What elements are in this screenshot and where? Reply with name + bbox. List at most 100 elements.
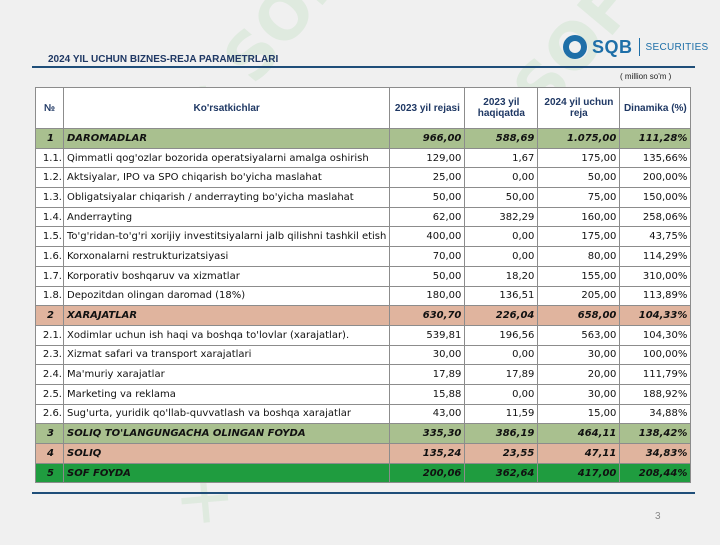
row-fact-2023: 226,04 — [464, 305, 539, 326]
row-plan-2024: 50,00 — [537, 167, 621, 189]
row-plan-2024: 15,00 — [537, 403, 621, 425]
row-number: 1.8. — [35, 285, 64, 307]
table-row: 2.5. Marketing va reklama 15,88 0,00 30,00 18… — [35, 383, 692, 405]
table-row: 1.6. Korxonalarni restrukturizatsiyasi 70,… — [35, 246, 692, 267]
table-row: 1 DAROMADLAR 966,00 588,69 1.075,00 111,28% — [35, 128, 692, 149]
row-fact-2023: 0,00 — [464, 383, 539, 405]
row-plan-2024: 30,00 — [537, 383, 621, 405]
row-indicator: Anderrayting — [62, 206, 391, 228]
row-plan-2024: 417,00 — [537, 462, 621, 484]
row-fact-2023: 382,29 — [464, 206, 539, 228]
table-row: 1.8. Depozitdan olingan daromad (18%) 180,… — [35, 285, 692, 307]
col-header-plan-2023: 2023 yil rejasi — [389, 87, 466, 129]
title-divider — [32, 66, 695, 68]
row-fact-2023: 18,20 — [464, 265, 539, 287]
row-plan-2024: 205,00 — [537, 285, 621, 307]
row-fact-2023: 588,69 — [464, 128, 539, 149]
row-indicator: Aktsiyalar, IPO va SPO chiqarish bo'yich… — [62, 167, 391, 189]
row-dynamics: 135,66% — [619, 147, 692, 169]
row-plan-2023: 17,89 — [389, 364, 466, 385]
row-dynamics: 310,00% — [619, 265, 692, 287]
row-indicator: XARAJATLAR — [62, 305, 391, 326]
row-plan-2023: 400,00 — [389, 226, 466, 248]
row-plan-2023: 70,00 — [389, 246, 466, 267]
unit-label: ( million so'm ) — [620, 72, 672, 81]
row-number: 1.5. — [35, 226, 64, 248]
row-dynamics: 208,44% — [619, 462, 692, 484]
row-dynamics: 104,33% — [619, 305, 692, 326]
row-number: 1.1. — [35, 147, 64, 169]
row-plan-2023: 15,88 — [389, 383, 466, 405]
col-header-indicators: Ko'rsatkichlar — [62, 87, 391, 129]
row-indicator: Xodimlar uchun ish haqi va boshqa to'lov… — [62, 324, 391, 346]
row-indicator: Ma'muriy xarajatlar — [62, 364, 391, 385]
row-plan-2024: 155,00 — [537, 265, 621, 287]
row-dynamics: 113,89% — [619, 285, 692, 307]
row-dynamics: 188,92% — [619, 383, 692, 405]
table-row: 1.4. Anderrayting 62,00 382,29 160,00 258,06% — [35, 206, 692, 228]
row-number: 2.3. — [35, 344, 64, 366]
row-dynamics: 200,00% — [619, 167, 692, 189]
row-plan-2023: 630,70 — [389, 305, 466, 326]
row-fact-2023: 23,55 — [464, 443, 539, 464]
table-row: 2.4. Ma'muriy xarajatlar 17,89 17,89 20,00 11… — [35, 364, 692, 385]
table-row: 1.1. Qimmatli qog'ozlar bozorida operatsi… — [35, 147, 692, 169]
row-plan-2024: 1.075,00 — [537, 128, 621, 149]
row-indicator: Xizmat safari va transport xarajatlari — [62, 344, 391, 366]
row-indicator: Qimmatli qog'ozlar bozorida operatsiyala… — [62, 147, 391, 169]
row-indicator: Depozitdan olingan daromad (18%) — [62, 285, 391, 307]
row-plan-2023: 30,00 — [389, 344, 466, 366]
row-dynamics: 138,42% — [619, 423, 692, 444]
row-indicator: To'g'ridan-to'g'ri xorijiy investitsiyal… — [62, 226, 391, 248]
row-plan-2023: 135,24 — [389, 443, 466, 464]
row-plan-2024: 175,00 — [537, 226, 621, 248]
row-number: 1.3. — [35, 187, 64, 208]
row-indicator: Marketing va reklama — [62, 383, 391, 405]
row-dynamics: 34,83% — [619, 443, 692, 464]
row-fact-2023: 17,89 — [464, 364, 539, 385]
logo-subtitle: SECURITIES — [645, 41, 709, 53]
logo-separator — [638, 38, 640, 56]
row-plan-2023: 50,00 — [389, 187, 466, 208]
row-fact-2023: 196,56 — [464, 324, 539, 346]
row-plan-2023: 62,00 — [389, 206, 466, 228]
row-number: 1.4. — [35, 206, 64, 228]
row-number: 1.2. — [35, 167, 64, 189]
page-number: 3 — [655, 511, 661, 522]
row-number: 2 — [35, 305, 64, 326]
logo-text: SQB — [592, 36, 633, 57]
row-indicator: Korporativ boshqaruv va xizmatlar — [62, 265, 391, 287]
row-fact-2023: 136,51 — [464, 285, 539, 307]
table-row: 5 SOF FOYDA 200,06 362,64 417,00 208,44% — [35, 462, 692, 484]
row-plan-2023: 129,00 — [389, 147, 466, 169]
row-fact-2023: 11,59 — [464, 403, 539, 425]
footer-divider — [32, 492, 695, 494]
row-dynamics: 150,00% — [619, 187, 692, 208]
table-row: 2.3. Xizmat safari va transport xarajatla… — [35, 344, 692, 366]
row-dynamics: 104,30% — [619, 324, 692, 346]
row-plan-2023: 50,00 — [389, 265, 466, 287]
row-number: 2.5. — [35, 383, 64, 405]
row-fact-2023: 0,00 — [464, 344, 539, 366]
col-header-plan-2024: 2024 yil uchun reja — [537, 87, 621, 129]
row-indicator: SOF FOYDA — [62, 462, 391, 484]
row-fact-2023: 386,19 — [464, 423, 539, 444]
page-title: 2024 YIL UCHUN BIZNES-REJA PARAMETRLARI — [48, 54, 279, 65]
row-dynamics: 43,75% — [619, 226, 692, 248]
row-indicator: DAROMADLAR — [62, 128, 391, 149]
company-logo: SQB SECURITIES — [563, 33, 709, 61]
row-indicator: Sug'urta, yuridik qo'llab-quvvatlash va … — [62, 403, 391, 425]
row-dynamics: 100,00% — [619, 344, 692, 366]
row-plan-2023: 335,30 — [389, 423, 466, 444]
table-row: 1.7. Korporativ boshqaruv va xizmatlar 50,… — [35, 265, 692, 287]
row-plan-2023: 180,00 — [389, 285, 466, 307]
row-plan-2023: 200,06 — [389, 462, 466, 484]
row-indicator: SOLIQ TO'LANGUNGACHA OLINGAN FOYDA — [62, 423, 391, 444]
row-plan-2024: 464,11 — [537, 423, 621, 444]
table-row: 2.6. Sug'urta, yuridik qo'llab-quvvatlash… — [35, 403, 692, 425]
row-fact-2023: 50,00 — [464, 187, 539, 208]
row-dynamics: 111,28% — [619, 128, 692, 149]
row-plan-2024: 563,00 — [537, 324, 621, 346]
row-dynamics: 258,06% — [619, 206, 692, 228]
row-plan-2024: 47,11 — [537, 443, 621, 464]
